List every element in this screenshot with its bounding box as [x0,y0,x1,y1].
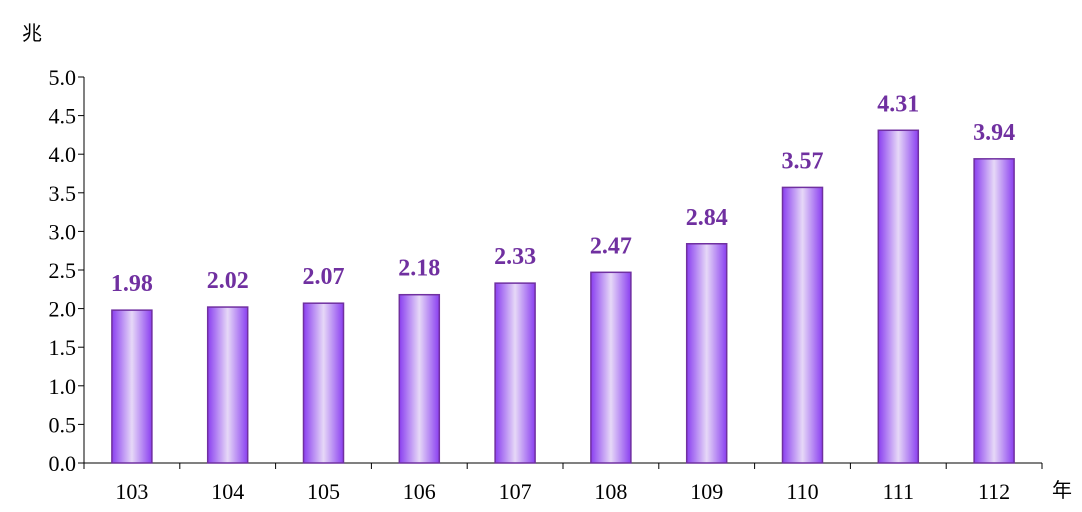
bar [206,306,249,464]
data-labels-group: 1.98 2.02 2.07 2.18 2.33 2.47 2.84 3.57 4.31 3.94 [111,91,1015,297]
x-tick-label: 108 [594,479,627,504]
bar [302,302,345,464]
bar-value-label: 1.98 [111,271,153,297]
y-tick-label: 1.0 [49,374,77,399]
bar-value-label: 2.07 [303,264,345,290]
bar [685,243,728,464]
x-tick-label: 109 [690,479,723,504]
x-tick-label: 104 [211,479,244,504]
bar-value-label: 2.18 [398,256,440,282]
bar-value-label: 2.02 [207,268,249,294]
y-tick-label: 1.5 [49,335,77,360]
bar [973,158,1015,464]
y-tick-label: 0.0 [49,451,77,476]
y-tick-label: 3.0 [49,219,77,244]
bar [877,129,920,464]
x-tick-label: 106 [403,479,436,504]
y-axis-unit-label: 兆 [22,21,42,45]
bar [398,293,441,464]
y-tick-label: 4.5 [49,104,77,129]
bar [590,271,632,464]
bar [494,282,536,464]
bars-group [111,129,1015,464]
x-tick-label: 110 [786,479,818,504]
bar [111,309,153,464]
x-tick-label: 105 [307,479,340,504]
y-tick-label: 2.5 [49,258,77,283]
x-tick-label: 111 [883,479,914,504]
y-tick-label: 5.0 [49,65,77,90]
bar-value-label: 2.33 [494,244,536,270]
x-axis: 103 104 105 106 107 108 109 110 111 112 [83,462,1043,504]
y-tick-label: 0.5 [49,412,77,437]
bar-value-label: 2.84 [686,205,728,231]
y-axis: 0.0 0.5 1.0 1.5 2.0 2.5 3.0 3.5 4.0 4.5 5.0 [49,65,85,476]
y-tick-label: 2.0 [49,297,77,322]
y-tick-label: 4.0 [49,142,77,167]
bar-value-label: 2.47 [590,233,632,259]
x-tick-label: 103 [115,479,148,504]
bar-value-label: 3.94 [973,120,1015,146]
x-tick-label: 107 [499,479,532,504]
bar-value-label: 4.31 [877,91,919,117]
x-axis-unit-label: 年 [1052,478,1072,502]
bar-value-label: 3.57 [782,148,824,174]
bar [781,186,824,464]
x-tick-label: 112 [978,479,1010,504]
y-tick-label: 3.5 [49,181,77,206]
